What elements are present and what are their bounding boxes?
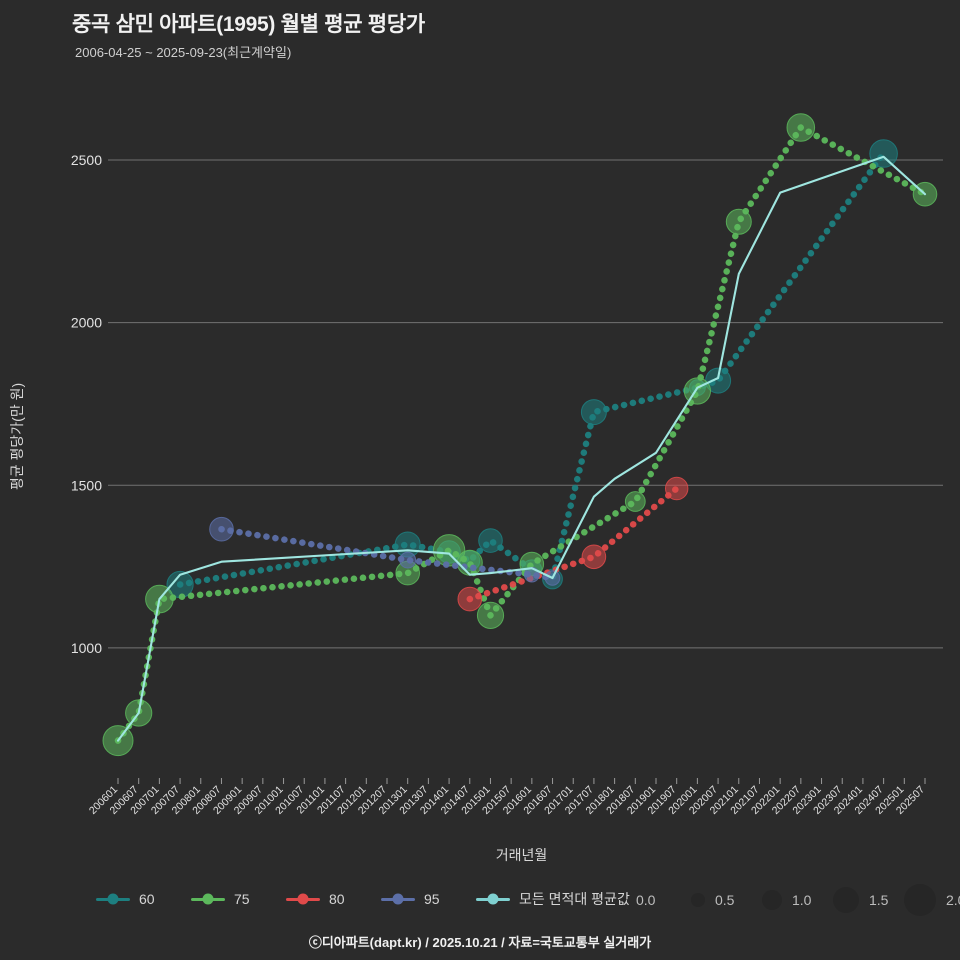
legend-swatch-dot — [202, 893, 214, 905]
legend-item-60[interactable]: 60 — [96, 888, 155, 910]
legend-swatch-line — [381, 893, 415, 905]
legend-label: 75 — [234, 891, 250, 907]
size-legend-label: 1.5 — [869, 892, 889, 908]
size-legend-label: 0.5 — [715, 892, 735, 908]
chart-svg: 1000150020002500200601200607200701200707… — [9, 113, 943, 863]
data-point-marker[interactable] — [581, 544, 607, 570]
data-point-marker[interactable] — [456, 549, 483, 576]
data-point-marker[interactable] — [209, 516, 234, 542]
legend-item-80[interactable]: 80 — [286, 888, 345, 910]
legend-swatch-dot — [297, 893, 309, 905]
footer-credit: ⓒ디아파트(dapt.kr) / 2025.10.21 / 자료=국토교통부 실… — [308, 935, 652, 950]
legend-swatch-line — [286, 893, 320, 905]
size-legend-label: 0.0 — [636, 892, 656, 908]
legend-label: 80 — [329, 891, 345, 907]
size-legend-bubble — [762, 890, 782, 910]
size-legend-item-0.5: 0.5 — [682, 888, 734, 912]
size-legend-item-1.0: 1.0 — [756, 888, 811, 912]
legend-label: 모든 면적대 평균값 — [519, 891, 630, 907]
data-point-marker[interactable] — [624, 491, 646, 512]
data-point-marker[interactable] — [786, 113, 816, 142]
series-75 — [102, 113, 938, 757]
data-point-marker[interactable] — [725, 208, 752, 235]
data-point-marker[interactable] — [665, 476, 689, 501]
series-line-dotted — [176, 150, 887, 588]
y-axis-tick-label: 2000 — [71, 315, 102, 331]
legend-swatch-line — [96, 893, 130, 905]
legend-swatch-line — [476, 893, 510, 905]
legend-swatch-dot — [392, 893, 404, 905]
legend-item-75[interactable]: 75 — [191, 888, 250, 910]
series-모든 면적대 평균값 — [116, 155, 927, 742]
legend-label: 95 — [424, 891, 440, 907]
legend-label: 60 — [139, 891, 155, 907]
legend-swatch-dot — [107, 893, 119, 905]
size-legend-bubble — [833, 887, 859, 913]
size-legend-item-0.0: 0.0 — [608, 888, 655, 912]
data-point-marker[interactable] — [457, 586, 483, 612]
data-point-marker[interactable] — [580, 399, 607, 426]
y-axis-tick-label: 2500 — [71, 152, 102, 168]
x-axis-title: 거래년월 — [496, 847, 548, 863]
page-title: 중곡 삼민 아파트(1995) 월별 평균 평당가 — [72, 13, 425, 36]
chart-legend: 60 75 80 95 모든 면적대 평균값 0.0 0.5 1.0 1.5 2.0 — [0, 884, 960, 928]
size-legend-bubble — [691, 893, 705, 907]
page-subtitle: 2006-04-25 ~ 2025-09-23(최근계약일) — [75, 45, 292, 60]
series-line — [116, 155, 927, 742]
legend-swatch-dot — [487, 893, 499, 905]
data-point-marker[interactable] — [476, 601, 505, 630]
legend-item-모든 면적대 평균값[interactable]: 모든 면적대 평균값 — [476, 888, 630, 910]
data-point-marker[interactable] — [399, 551, 417, 569]
legend-item-95[interactable]: 95 — [381, 888, 440, 910]
y-axis-tick-label: 1500 — [71, 477, 102, 493]
size-legend-bubble — [622, 898, 626, 902]
size-legend-item-1.5: 1.5 — [830, 887, 889, 913]
series-line-dotted — [114, 123, 929, 744]
size-legend-label: 1.0 — [792, 892, 812, 908]
data-point-marker[interactable] — [478, 528, 503, 553]
series-95 — [209, 516, 561, 586]
series-80 — [457, 476, 689, 612]
legend-swatch-line — [191, 893, 225, 905]
size-legend-label: 2.0 — [946, 892, 960, 908]
y-axis-title: 평균 평당가(만 원) — [9, 383, 25, 490]
series-60 — [166, 139, 898, 599]
size-legend-item-2.0: 2.0 — [904, 884, 960, 916]
y-axis-tick-label: 1000 — [71, 640, 102, 656]
series-line-dotted — [466, 485, 680, 603]
size-legend-bubble — [904, 884, 936, 916]
data-point-marker[interactable] — [869, 139, 898, 168]
